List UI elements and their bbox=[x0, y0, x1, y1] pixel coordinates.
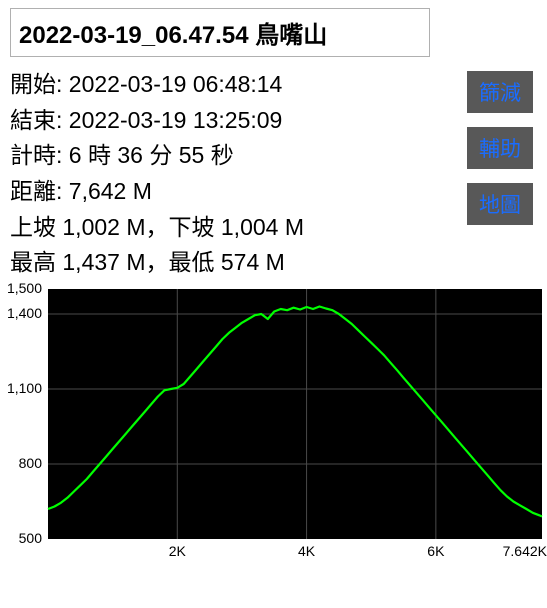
end-value: 2022-03-19 13:25:09 bbox=[69, 107, 283, 133]
button-column: 篩減 輔助 地圖 bbox=[467, 67, 537, 281]
chart-svg bbox=[0, 289, 547, 569]
filter-button[interactable]: 篩減 bbox=[467, 71, 533, 113]
x-tick-label: 7.642K bbox=[487, 543, 547, 559]
x-tick-label: 4K bbox=[277, 543, 337, 559]
stat-minmax: 最高 1,437 M，最低 574 M bbox=[10, 245, 467, 281]
main-row: 開始: 2022-03-19 06:48:14 結束: 2022-03-19 1… bbox=[0, 67, 547, 281]
stat-distance: 距離: 7,642 M bbox=[10, 174, 467, 210]
stat-duration: 計時: 6 時 36 分 55 秒 bbox=[10, 138, 467, 174]
start-value: 2022-03-19 06:48:14 bbox=[69, 71, 283, 97]
stat-elevation: 上坡 1,002 M，下坡 1,004 M bbox=[10, 210, 467, 246]
distance-label: 距離: bbox=[10, 178, 69, 204]
start-label: 開始: bbox=[10, 71, 69, 97]
stats-panel: 開始: 2022-03-19 06:48:14 結束: 2022-03-19 1… bbox=[10, 67, 467, 281]
map-button[interactable]: 地圖 bbox=[467, 183, 533, 225]
duration-value: 6 時 36 分 55 秒 bbox=[69, 142, 234, 168]
x-tick-label: 6K bbox=[406, 543, 466, 559]
y-tick-label: 1,400 bbox=[0, 305, 42, 321]
y-tick-label: 1,500 bbox=[0, 280, 42, 296]
stat-start: 開始: 2022-03-19 06:48:14 bbox=[10, 67, 467, 103]
y-tick-label: 1,100 bbox=[0, 380, 42, 396]
duration-label: 計時: bbox=[10, 142, 69, 168]
y-tick-label: 500 bbox=[0, 530, 42, 546]
assist-button[interactable]: 輔助 bbox=[467, 127, 533, 169]
y-tick-label: 800 bbox=[0, 455, 42, 471]
distance-value: 7,642 M bbox=[69, 178, 152, 204]
stat-end: 結束: 2022-03-19 13:25:09 bbox=[10, 103, 467, 139]
end-label: 結束: bbox=[10, 107, 69, 133]
track-title: 2022-03-19_06.47.54 鳥嘴山 bbox=[10, 8, 430, 57]
x-tick-label: 2K bbox=[147, 543, 207, 559]
elevation-chart: 5008001,1001,4001,5002K4K6K7.642K bbox=[0, 289, 547, 589]
